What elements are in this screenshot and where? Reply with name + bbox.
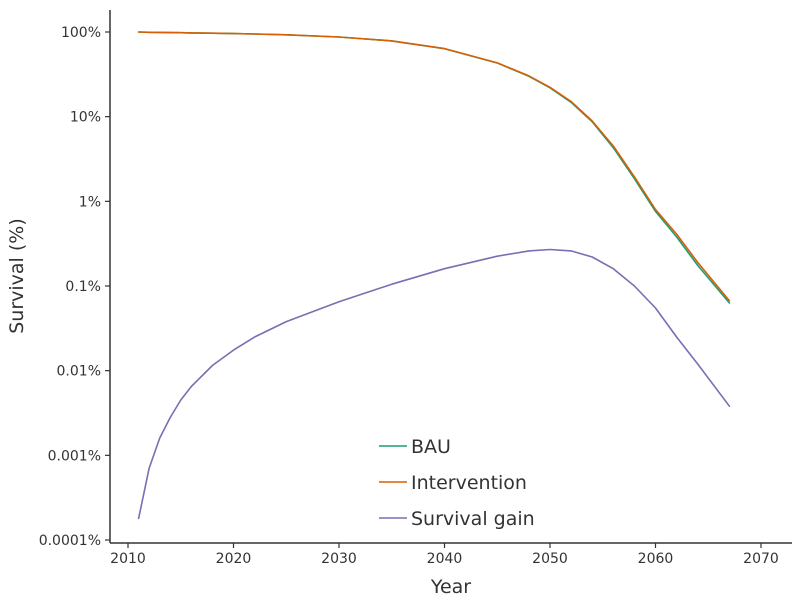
- y-tick-label: 100%: [61, 25, 101, 41]
- axes: [109, 10, 792, 544]
- legend: BAU Intervention Survival gain: [379, 436, 535, 530]
- series-line-intervention: [137, 31, 731, 302]
- x-tick-label: 2010: [110, 551, 146, 567]
- series-line-survival-gain: [137, 248, 731, 520]
- y-tick-label: 0.001%: [48, 448, 101, 464]
- plot-lines: [137, 31, 731, 520]
- y-tick-label: 1%: [79, 194, 101, 210]
- y-tick-label: 0.1%: [65, 279, 101, 295]
- y-tick-label: 0.0001%: [39, 533, 101, 549]
- x-tick-label: 2040: [427, 551, 463, 567]
- legend-label: BAU: [411, 436, 451, 458]
- x-ticks: 2010 2020 2030 2040 2050 2060 2070: [110, 543, 779, 567]
- x-axis-title: Year: [430, 576, 471, 598]
- y-ticks: 100% 10% 1% 0.1% 0.01% 0.001% 0.0001%: [39, 25, 110, 549]
- x-tick-label: 2030: [321, 551, 357, 567]
- x-tick-label: 2050: [532, 551, 568, 567]
- x-tick-label: 2060: [638, 551, 674, 567]
- legend-label: Intervention: [411, 472, 527, 494]
- y-tick-label: 10%: [70, 110, 101, 126]
- y-tick-label: 0.01%: [57, 364, 101, 380]
- series-line-bau: [137, 31, 731, 304]
- legend-label: Survival gain: [411, 508, 535, 530]
- x-tick-label: 2020: [216, 551, 252, 567]
- y-axis-title: Survival (%): [6, 218, 28, 334]
- x-tick-label: 2070: [743, 551, 779, 567]
